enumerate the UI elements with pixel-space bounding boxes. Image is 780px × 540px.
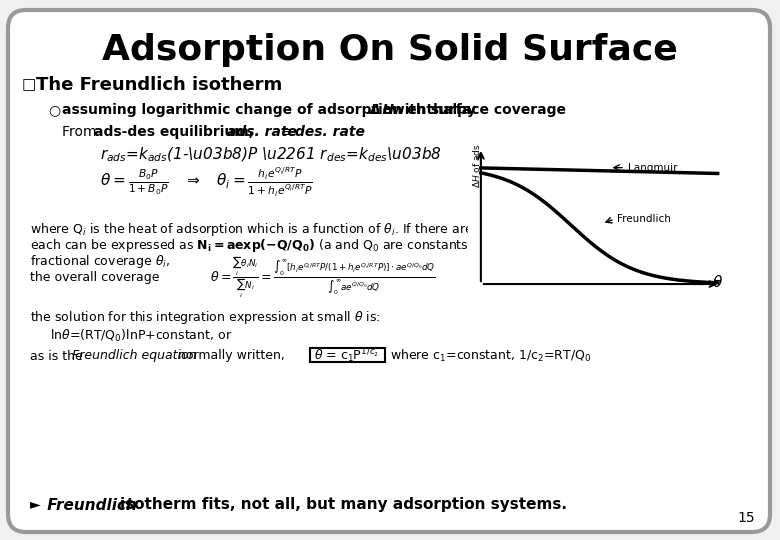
Text: Adsorption On Solid Surface: Adsorption On Solid Surface: [102, 33, 678, 67]
Text: Freundlich equation: Freundlich equation: [72, 349, 197, 362]
Text: Freundlich: Freundlich: [617, 214, 671, 224]
Text: Δ H: Δ H: [370, 103, 395, 117]
Text: 15: 15: [737, 511, 755, 525]
Text: $\theta$ = c$_1$P$^{1/c_2}$: $\theta$ = c$_1$P$^{1/c_2}$: [314, 347, 380, 366]
Text: isotherm fits, not all, but many adsorption systems.: isotherm fits, not all, but many adsorpt…: [120, 497, 567, 512]
Text: the solution for this integration expression at small $\theta$ is:: the solution for this integration expres…: [30, 309, 381, 327]
Text: fractional coverage $\theta_i$,: fractional coverage $\theta_i$,: [30, 253, 170, 271]
Text: with surface coverage: with surface coverage: [387, 103, 566, 117]
Text: as is the: as is the: [30, 349, 87, 362]
Text: ln$\theta$=(RT/Q$_0$)lnP+constant, or: ln$\theta$=(RT/Q$_0$)lnP+constant, or: [50, 328, 232, 344]
Text: $\Delta H$ of ads: $\Delta H$ of ads: [470, 144, 481, 188]
Text: the overall coverage: the overall coverage: [30, 272, 159, 285]
Bar: [310, 348, 385, 362]
Text: Freundlich: Freundlich: [42, 497, 142, 512]
Text: The Freundlich isotherm: The Freundlich isotherm: [36, 76, 282, 94]
Text: where Q$_i$ is the heat of adsorption which is a function of $\theta_i$. If ther: where Q$_i$ is the heat of adsorption wh…: [30, 221, 631, 239]
Text: ads-des equilibrium,: ads-des equilibrium,: [94, 125, 254, 139]
Text: $\theta = \frac{B_0 P}{1+B_0 P}$   $\Rightarrow$   $\theta_i = \frac{h_i e^{Q_i/: $\theta = \frac{B_0 P}{1+B_0 P}$ $\Right…: [100, 165, 313, 199]
Text: From: From: [62, 125, 101, 139]
Text: $\theta$: $\theta$: [712, 274, 723, 290]
Text: Langmuir: Langmuir: [628, 163, 677, 173]
Text: ads. rate: ads. rate: [227, 125, 297, 139]
Text: des. rate: des. rate: [295, 125, 365, 139]
Text: □: □: [22, 78, 37, 92]
Text: assuming logarithmic change of adsorption enthalpy: assuming logarithmic change of adsorptio…: [62, 103, 481, 117]
Text: normally written,: normally written,: [178, 349, 285, 362]
Text: ○: ○: [48, 103, 60, 117]
Text: where c$_1$=constant, 1/c$_2$=RT/Q$_0$: where c$_1$=constant, 1/c$_2$=RT/Q$_0$: [390, 348, 591, 364]
Text: each can be expressed as $\bf{N_i=}$$\bf{aexp(-Q/Q_0)}$ (a and Q$_0$ are constan: each can be expressed as $\bf{N_i=}$$\bf…: [30, 238, 599, 254]
Text: ►: ►: [30, 498, 45, 512]
Text: $r_{ads}$=k$_{ads}$(1-\u03b8)P \u2261 r$_{des}$=k$_{des}$\u03b8: $r_{ads}$=k$_{ads}$(1-\u03b8)P \u2261 r$…: [100, 146, 441, 164]
Text: $\theta = \frac{\sum_i \theta_i N_i}{\sum_i N_i} = \frac{\int_0^\infty [h_i e^{Q: $\theta = \frac{\sum_i \theta_i N_i}{\su…: [210, 255, 436, 300]
FancyBboxPatch shape: [8, 10, 770, 532]
Text: ≡: ≡: [278, 125, 299, 139]
